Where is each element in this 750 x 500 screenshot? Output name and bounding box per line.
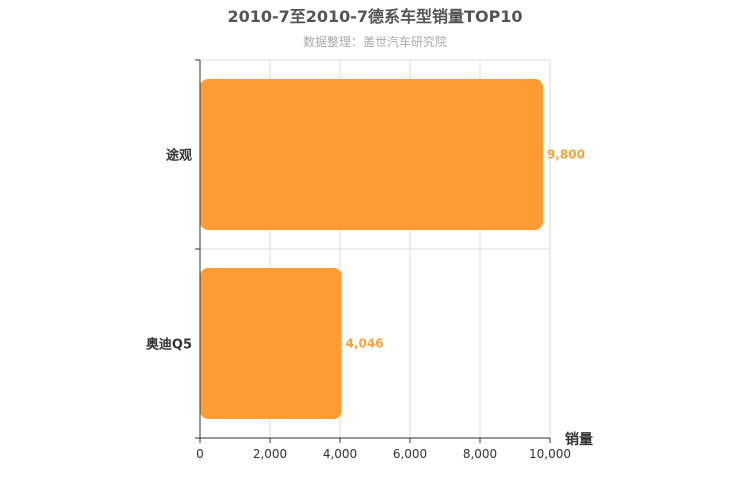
- x-axis-label: 销量: [565, 431, 593, 448]
- x-tick-label: 4,000: [323, 447, 357, 461]
- x-tick-label: 0: [196, 447, 204, 461]
- x-tick-label: 2,000: [253, 447, 287, 461]
- bar: [200, 79, 543, 230]
- x-tick-label: 6,000: [393, 447, 427, 461]
- chart-title: 2010-7至2010-7德系车型销量TOP10: [227, 7, 522, 26]
- x-tick-label: 10,000: [529, 447, 571, 461]
- bars: 9,800 4,046: [200, 79, 585, 419]
- chart-subtitle: 数据整理：盖世汽车研究院: [303, 34, 447, 49]
- bar: [200, 268, 342, 419]
- x-tick-label: 8,000: [463, 447, 497, 461]
- data-label: 9,800: [547, 148, 585, 162]
- data-label: 4,046: [346, 337, 384, 351]
- y-tick-label: 途观: [166, 148, 192, 164]
- y-tick-label: 奥迪Q5: [146, 337, 192, 353]
